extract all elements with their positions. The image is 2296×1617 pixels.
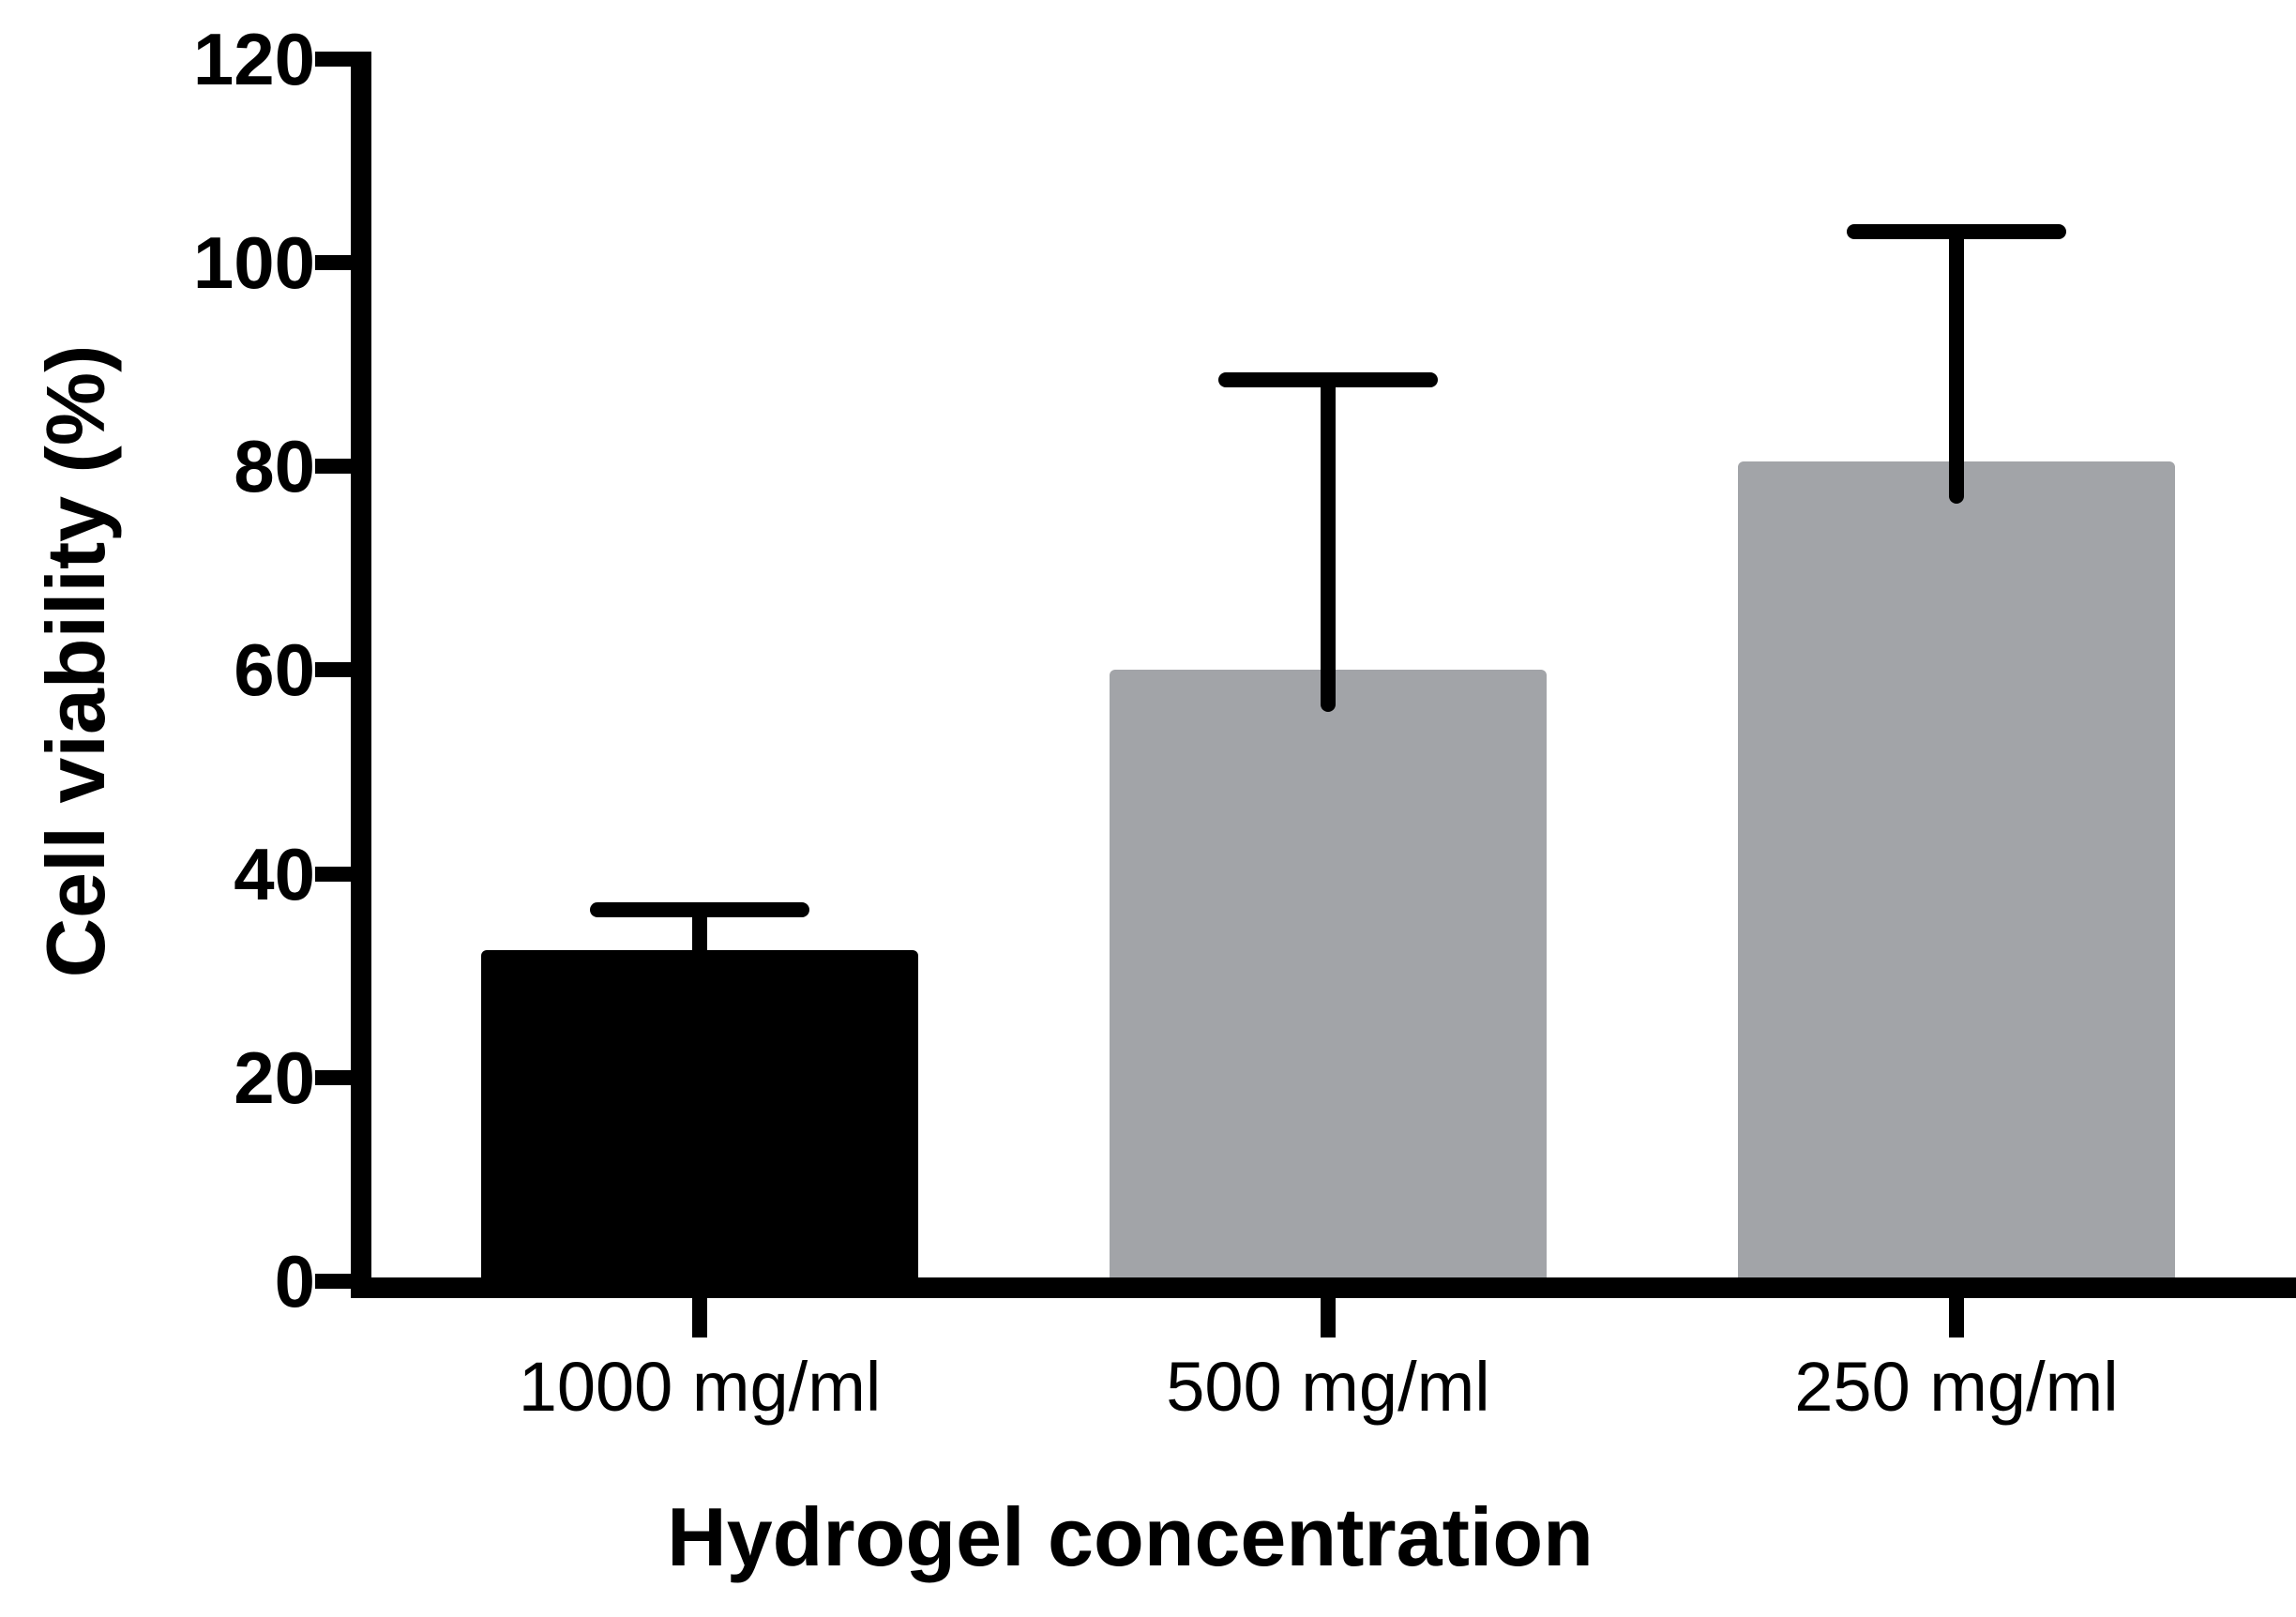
x-tick-label: 500 mg/ml — [1166, 1348, 1490, 1426]
error-bar-stem — [1321, 379, 1336, 713]
x-tick — [692, 1298, 707, 1337]
error-bar-cap — [590, 901, 809, 917]
x-tick — [1949, 1298, 1964, 1337]
error-bar-cap — [1847, 224, 2066, 240]
error-bar-stem — [692, 909, 707, 992]
x-axis-line — [351, 1277, 2296, 1298]
y-tick-label: 20 — [234, 1035, 315, 1119]
bar-1000 mg/ml — [481, 949, 918, 1298]
y-tick — [315, 1069, 356, 1085]
y-tick-label: 80 — [234, 425, 315, 507]
x-tick — [1321, 1298, 1336, 1337]
y-tick — [315, 1274, 356, 1289]
y-tick — [315, 662, 356, 678]
y-tick — [315, 254, 356, 270]
x-tick-label: 250 mg/ml — [1794, 1348, 2119, 1426]
bar-250 mg/ml — [1738, 461, 2175, 1298]
y-tick — [315, 866, 356, 882]
y-tick — [315, 51, 356, 67]
y-tick-label: 120 — [192, 17, 315, 100]
y-axis-line — [351, 52, 371, 1298]
error-bar-cap — [1218, 371, 1438, 387]
y-tick-label: 40 — [234, 832, 315, 915]
y-tick-label: 100 — [192, 220, 315, 304]
error-bar-stem — [1949, 232, 1964, 504]
y-tick-label: 0 — [274, 1240, 315, 1322]
bar-500 mg/ml — [1110, 670, 1547, 1298]
y-tick — [315, 459, 356, 474]
x-axis-title: Hydrogel concentration — [667, 1490, 1594, 1583]
x-tick-label: 1000 mg/ml — [518, 1348, 882, 1426]
y-tick-label: 60 — [234, 628, 315, 712]
